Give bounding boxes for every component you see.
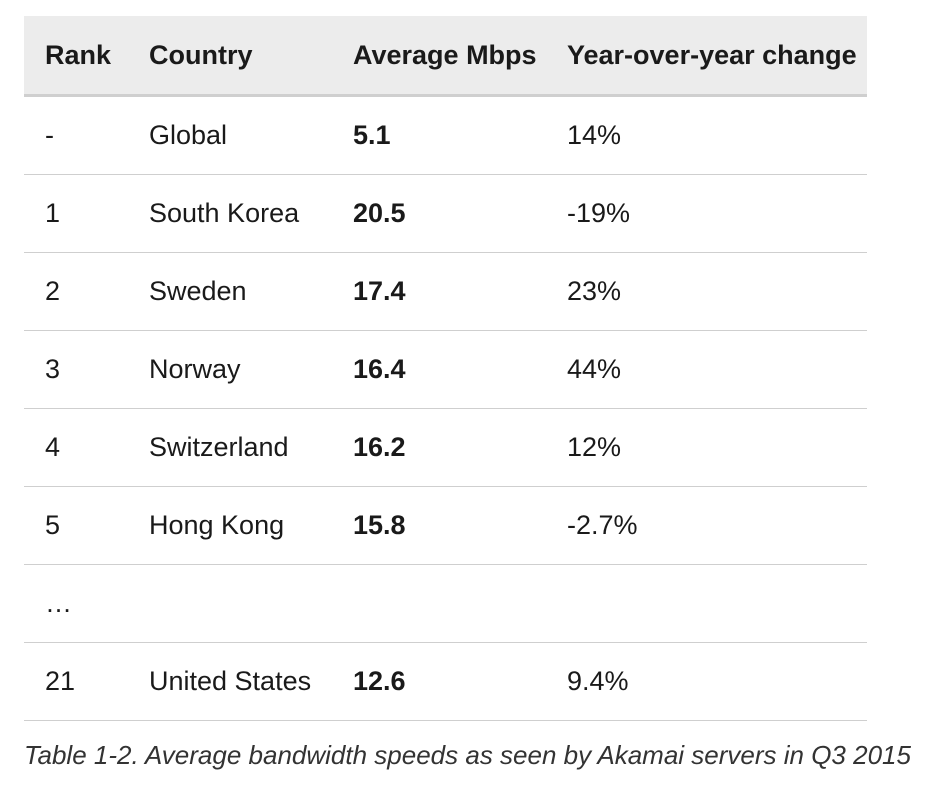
header-yoy-change: Year-over-year change xyxy=(546,16,867,97)
header-rank: Rank xyxy=(24,16,128,97)
cell-change: -2.7% xyxy=(546,486,867,565)
cell-change xyxy=(546,564,867,643)
cell-country: United States xyxy=(128,642,332,721)
table-body: - Global 5.1 14% 1 South Korea 20.5 -19%… xyxy=(24,95,867,721)
cell-country xyxy=(128,564,332,643)
cell-change: -19% xyxy=(546,174,867,253)
table-caption: Table 1-2. Average bandwidth speeds as s… xyxy=(24,740,911,770)
cell-rank: … xyxy=(24,564,128,643)
cell-mbps: 16.4 xyxy=(332,330,546,409)
table-row: 21 United States 12.6 9.4% xyxy=(24,642,867,721)
table-row: 3 Norway 16.4 44% xyxy=(24,330,867,409)
cell-rank: 1 xyxy=(24,174,128,253)
cell-mbps: 17.4 xyxy=(332,252,546,331)
table-row: 5 Hong Kong 15.8 -2.7% xyxy=(24,486,867,565)
cell-change: 12% xyxy=(546,408,867,487)
bandwidth-table-container: Rank Country Average Mbps Year-over-year… xyxy=(24,16,867,721)
cell-mbps: 15.8 xyxy=(332,486,546,565)
cell-rank: - xyxy=(24,95,128,175)
cell-rank: 3 xyxy=(24,330,128,409)
table-header: Rank Country Average Mbps Year-over-year… xyxy=(24,16,867,97)
header-average-mbps: Average Mbps xyxy=(332,16,546,97)
cell-mbps xyxy=(332,564,546,643)
cell-country: South Korea xyxy=(128,174,332,253)
table-row: 2 Sweden 17.4 23% xyxy=(24,252,867,331)
table-row: 1 South Korea 20.5 -19% xyxy=(24,174,867,253)
cell-mbps: 12.6 xyxy=(332,642,546,721)
cell-country: Sweden xyxy=(128,252,332,331)
header-country: Country xyxy=(128,16,332,97)
cell-rank: 5 xyxy=(24,486,128,565)
cell-country: Switzerland xyxy=(128,408,332,487)
table-row: 4 Switzerland 16.2 12% xyxy=(24,408,867,487)
bandwidth-table: Rank Country Average Mbps Year-over-year… xyxy=(24,16,867,721)
cell-country: Hong Kong xyxy=(128,486,332,565)
cell-change: 14% xyxy=(546,95,867,175)
header-row: Rank Country Average Mbps Year-over-year… xyxy=(24,16,867,97)
cell-change: 23% xyxy=(546,252,867,331)
table-row: - Global 5.1 14% xyxy=(24,95,867,175)
cell-country: Global xyxy=(128,95,332,175)
cell-mbps: 5.1 xyxy=(332,95,546,175)
cell-change: 9.4% xyxy=(546,642,867,721)
cell-change: 44% xyxy=(546,330,867,409)
cell-country: Norway xyxy=(128,330,332,409)
cell-mbps: 20.5 xyxy=(332,174,546,253)
cell-mbps: 16.2 xyxy=(332,408,546,487)
cell-rank: 2 xyxy=(24,252,128,331)
table-row-ellipsis: … xyxy=(24,564,867,643)
cell-rank: 21 xyxy=(24,642,128,721)
cell-rank: 4 xyxy=(24,408,128,487)
